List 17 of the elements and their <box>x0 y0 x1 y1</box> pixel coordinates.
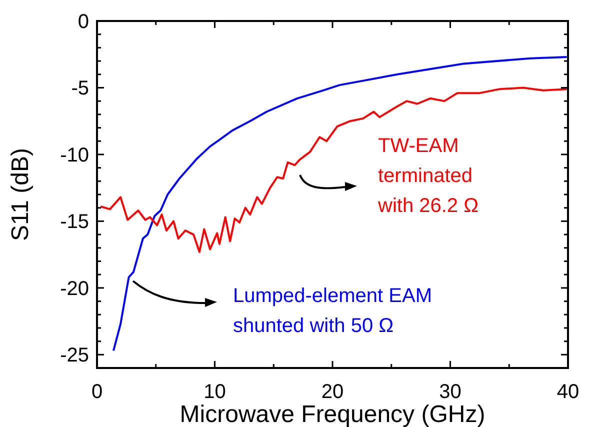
y-tick-label: -20 <box>60 278 89 300</box>
y-tick-label: -15 <box>60 211 89 234</box>
y-tick-label: -5 <box>71 78 89 100</box>
line-series <box>112 56 568 352</box>
x-axis-title: Microwave Frequency (GHz) <box>180 401 486 427</box>
text: Lumped-element EAM shunted with 50 Ω <box>233 285 432 337</box>
x-tick-label: 20 <box>321 381 344 403</box>
y-axis-title: S11 (dB) <box>7 148 34 241</box>
x-tick-label: 30 <box>439 381 462 403</box>
series-label: TW-EAM terminated with 26.2 Ω <box>377 135 479 217</box>
x-tick-label: 0 <box>91 381 103 403</box>
y-tick-label: 0 <box>78 11 89 33</box>
y-tick-label: -10 <box>60 144 89 166</box>
y-tick-label: -25 <box>60 344 89 367</box>
x-tick-label: 10 <box>204 381 226 403</box>
x-tick-label: 40 <box>556 381 580 403</box>
line-series <box>100 86 568 253</box>
